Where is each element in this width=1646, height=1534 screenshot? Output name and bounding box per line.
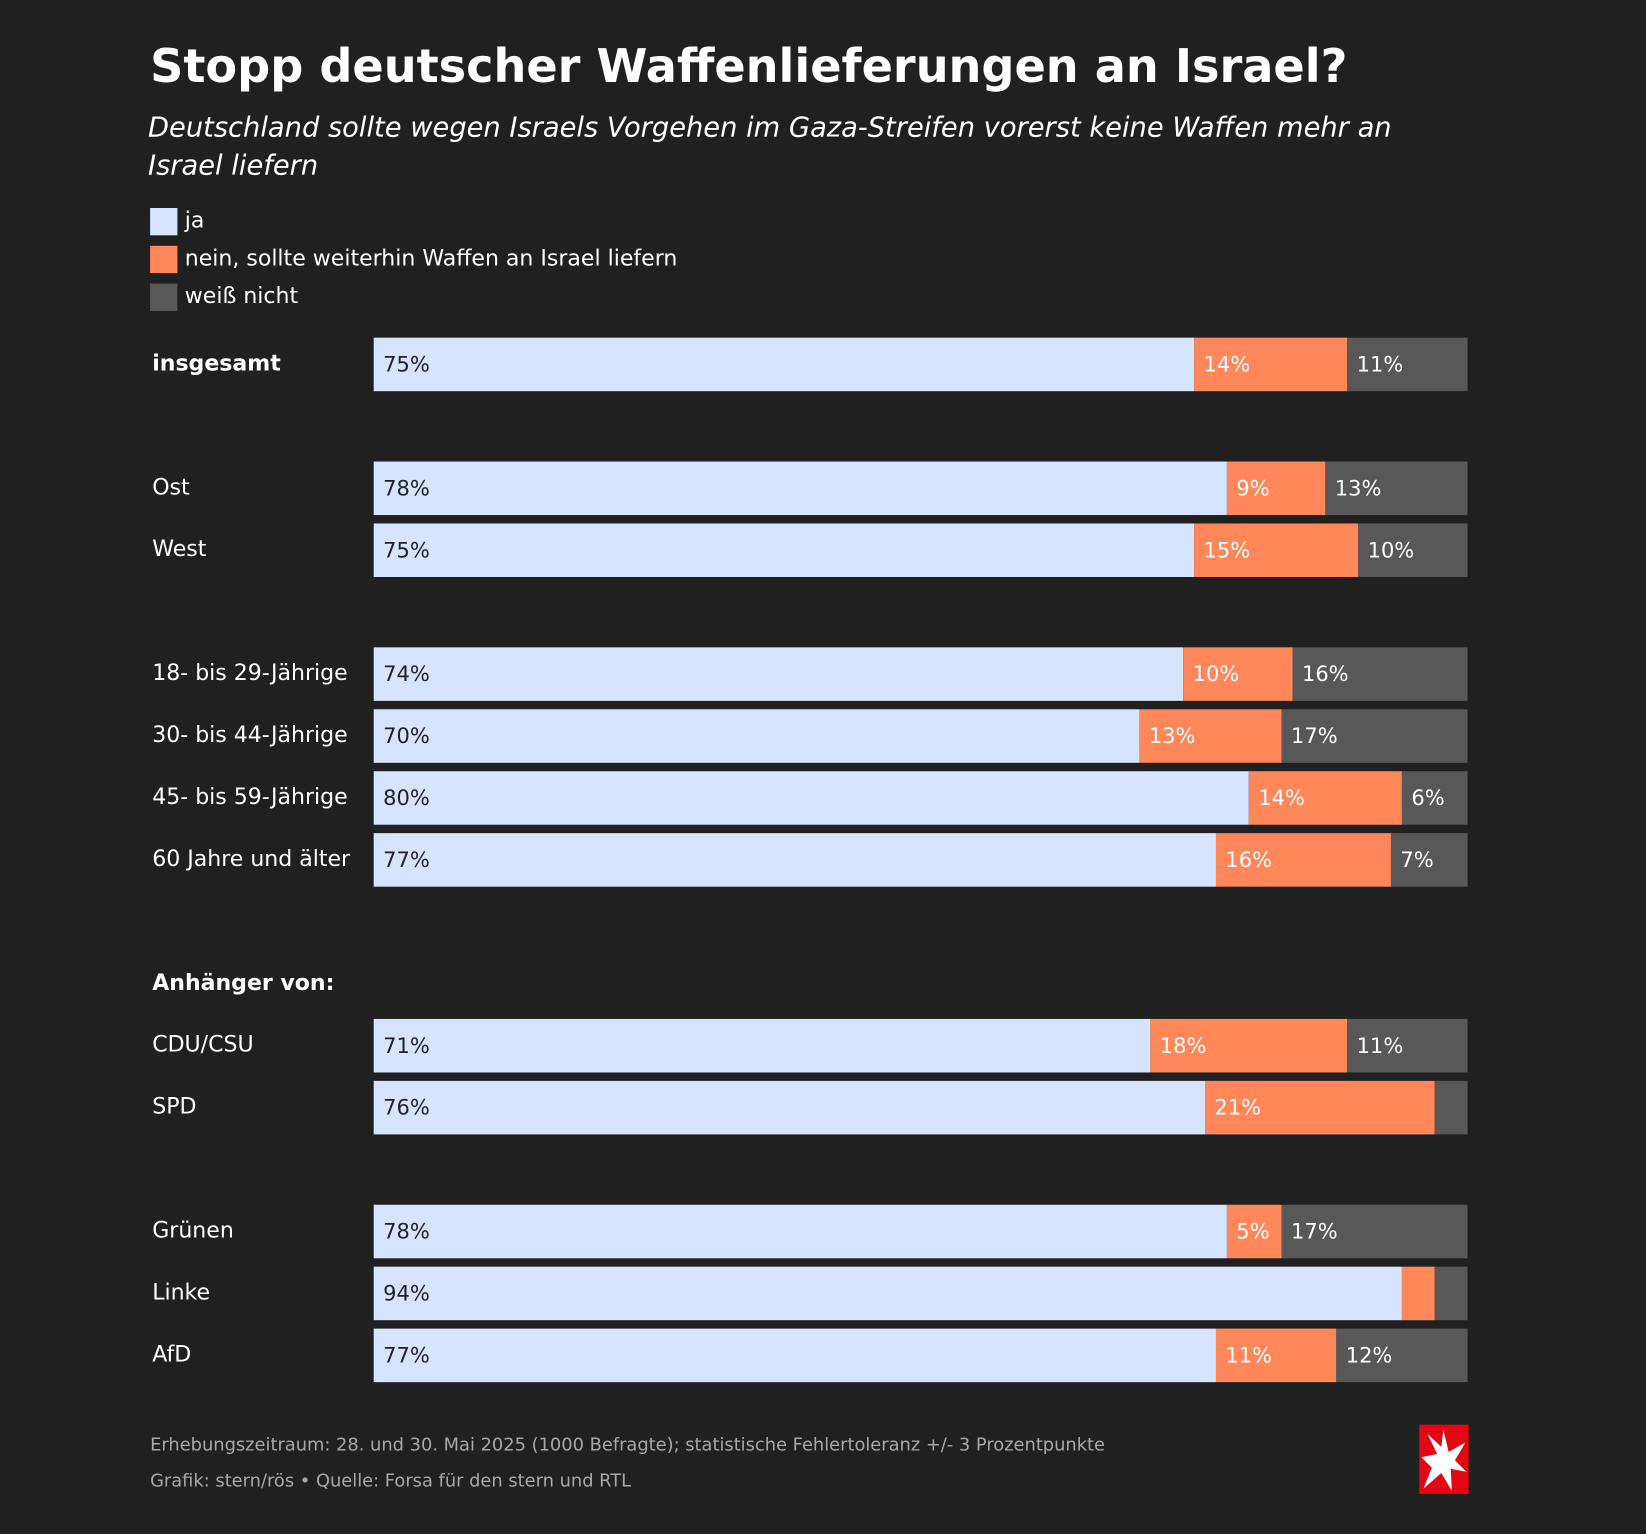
bar-segment xyxy=(1139,709,1282,763)
category-label: Ost xyxy=(152,475,190,500)
value-label: 16% xyxy=(1302,662,1349,686)
bar-segment xyxy=(373,461,1227,516)
value-label: 12% xyxy=(1346,1343,1393,1367)
bar-segment xyxy=(373,1266,1402,1321)
bar-segment xyxy=(1226,1204,1282,1259)
bar-segment xyxy=(373,833,1216,887)
category-label: West xyxy=(152,537,207,562)
bar-segment xyxy=(373,771,1249,825)
value-label: 13% xyxy=(1335,476,1382,500)
legend-swatch xyxy=(150,208,178,236)
bar-segment xyxy=(1347,1018,1468,1073)
logo xyxy=(1419,1424,1469,1494)
bar-segment xyxy=(373,1328,1216,1383)
value-label: 17% xyxy=(1291,724,1338,748)
value-label: 77% xyxy=(383,848,430,872)
chart-title: Stopp deutscher Waffenlieferungen an Isr… xyxy=(150,39,1347,93)
legend-label: ja xyxy=(184,209,205,234)
value-label: 78% xyxy=(383,476,430,500)
bar-segment xyxy=(373,1204,1227,1259)
logo-star xyxy=(1421,1429,1467,1491)
bar-segment xyxy=(1248,771,1402,825)
value-label: 7% xyxy=(1400,848,1433,872)
chart-subtitle: Deutschland sollte wegen Israels Vorgehe… xyxy=(148,112,1392,182)
value-label: 80% xyxy=(383,786,430,810)
value-label: 71% xyxy=(383,1034,430,1058)
value-label: 11% xyxy=(1357,1034,1404,1058)
bar-segment xyxy=(373,1018,1151,1073)
value-label: 78% xyxy=(383,1220,430,1244)
bar-segment xyxy=(373,1080,1206,1135)
bar-segment xyxy=(1281,709,1468,763)
value-label: 11% xyxy=(1225,1343,1272,1367)
value-label: 74% xyxy=(383,662,430,686)
bar-segment xyxy=(1434,1266,1468,1321)
value-label: 6% xyxy=(1411,786,1444,810)
bar-segment xyxy=(1215,833,1391,887)
legend-label: weiß nicht xyxy=(185,284,299,309)
bar-segment xyxy=(1194,523,1359,577)
bar-segment xyxy=(373,523,1195,577)
bar-segment xyxy=(1150,1018,1348,1073)
category-label: insgesamt xyxy=(152,351,281,376)
subtitle-box: Deutschland sollte wegen Israels Vorgehe… xyxy=(148,112,1392,182)
category-label: AfD xyxy=(152,1342,191,1367)
value-label: 14% xyxy=(1204,352,1251,376)
bar-segment xyxy=(1401,771,1468,825)
bar-segment xyxy=(1281,1204,1468,1259)
bar-segment xyxy=(1325,461,1468,516)
bar-segment xyxy=(373,709,1140,763)
value-label: 77% xyxy=(383,1343,430,1367)
value-label: 17% xyxy=(1291,1220,1338,1244)
bar-segment xyxy=(1401,1266,1435,1321)
bar-segment xyxy=(1336,1328,1468,1383)
bar-segment xyxy=(1183,647,1293,701)
value-label: 9% xyxy=(1236,476,1269,500)
value-label: 75% xyxy=(383,352,430,376)
bar-segment xyxy=(373,337,1195,392)
value-label: 16% xyxy=(1225,848,1272,872)
value-label: 94% xyxy=(383,1281,430,1305)
bar-segment xyxy=(1358,523,1468,577)
category-label: Grünen xyxy=(152,1219,234,1244)
bar-segment xyxy=(1226,461,1326,516)
bar-segment xyxy=(1194,337,1348,392)
value-label: 70% xyxy=(383,724,430,748)
category-label: Anhänger von: xyxy=(152,971,334,996)
value-label: 14% xyxy=(1258,786,1305,810)
category-label: 30- bis 44-Jährige xyxy=(152,723,347,748)
legend-swatch xyxy=(150,283,178,311)
legend-swatch xyxy=(150,245,178,274)
value-label: 10% xyxy=(1193,662,1240,686)
value-label: 10% xyxy=(1368,538,1415,562)
value-label: 18% xyxy=(1160,1034,1207,1058)
category-label: SPD xyxy=(152,1095,196,1120)
note: Grafik: stern/rös • Quelle: Forsa für de… xyxy=(150,1470,631,1491)
bar-segment xyxy=(1347,337,1468,392)
bar-segment xyxy=(1215,1328,1337,1383)
category-label: 60 Jahre und älter xyxy=(152,847,351,872)
value-label: 13% xyxy=(1149,724,1196,748)
value-label: 15% xyxy=(1204,538,1251,562)
bar-segment xyxy=(1434,1080,1468,1135)
value-label: 21% xyxy=(1214,1096,1261,1120)
category-label: CDU/CSU xyxy=(152,1033,253,1058)
value-label: 75% xyxy=(383,538,430,562)
bar-segment xyxy=(1292,647,1468,701)
legend-label: nein, sollte weiterhin Waffen an Israel … xyxy=(185,246,678,271)
category-label: Linke xyxy=(152,1280,210,1305)
bar-segment xyxy=(373,647,1184,701)
note: Erhebungszeitraum: 28. und 30. Mai 2025 … xyxy=(150,1435,1105,1456)
bar-segment xyxy=(1390,833,1468,887)
value-label: 5% xyxy=(1236,1220,1269,1244)
category-label: 45- bis 59-Jährige xyxy=(152,785,347,810)
value-label: 11% xyxy=(1357,352,1404,376)
bar-segment xyxy=(1205,1080,1435,1135)
value-label: 76% xyxy=(383,1096,430,1120)
category-label: 18- bis 29-Jährige xyxy=(152,661,347,686)
